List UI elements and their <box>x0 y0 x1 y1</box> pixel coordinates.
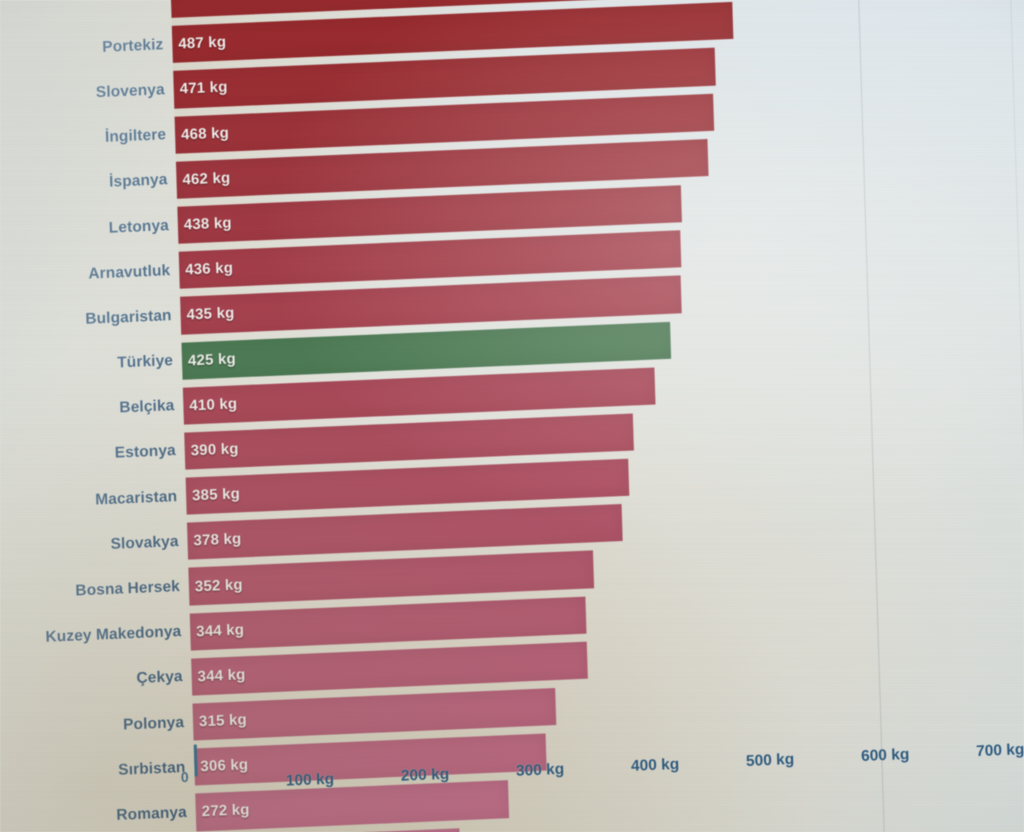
x-axis-tick-label: 700 kg <box>975 741 1024 761</box>
category-label: Çekya <box>136 668 183 688</box>
bar-value-label: 462 kg <box>182 169 231 189</box>
category-label: Portekiz <box>102 36 164 56</box>
bar-value-label: 410 kg <box>189 395 238 415</box>
x-axis-tick-label: 600 kg <box>860 745 910 766</box>
bar-value-label: 390 kg <box>190 440 239 460</box>
category-label: Slovenya <box>95 81 165 102</box>
bar-value-label: 344 kg <box>196 621 245 641</box>
bar-value-label: 471 kg <box>179 78 228 99</box>
bar-value-label: 378 kg <box>193 530 242 550</box>
x-axis-tick-label: 100 kg <box>285 770 335 790</box>
x-axis-tick-label: 200 kg <box>400 765 450 785</box>
category-label: Sırbistan <box>117 758 186 779</box>
category-label: Romanya <box>116 803 188 824</box>
category-label: Kuzey Makedonya <box>45 623 182 647</box>
bar-value-label: 315 kg <box>198 711 248 731</box>
x-axis-tick-label: 300 kg <box>515 760 565 780</box>
bar-value-label: 352 kg <box>194 575 244 595</box>
category-label <box>0 0 171 8</box>
bar-value-label: 435 kg <box>186 304 235 324</box>
category-label: İspanya <box>108 171 168 192</box>
bar-value-label: 438 kg <box>183 214 232 234</box>
category-label: Arnavutluk <box>88 261 171 283</box>
bar-value-label: 468 kg <box>180 124 230 144</box>
category-label: Letonya <box>108 216 170 237</box>
bar-value-label: 436 kg <box>184 259 234 279</box>
category-label: Slovakya <box>110 532 179 553</box>
bar-value-label: 344 kg <box>197 666 246 686</box>
x-axis-tick-label: 400 kg <box>630 755 680 775</box>
x-axis-tick-label: 500 kg <box>745 750 795 770</box>
category-label: Macaristan <box>94 487 178 509</box>
category-label: Bosna Hersek <box>75 578 181 600</box>
category-label: Estonya <box>114 442 177 463</box>
x-axis-tick-label: 0 <box>180 768 189 786</box>
bar-value-label: 487 kg <box>178 33 227 53</box>
category-label: Bulgaristan <box>85 307 172 328</box>
bar-value-label: 385 kg <box>191 485 241 505</box>
category-label: Polonya <box>122 713 185 734</box>
category-label: Türkiye <box>116 352 174 372</box>
bar-value-label: 425 kg <box>187 350 237 370</box>
category-label: Belçika <box>119 397 175 417</box>
category-label: İngiltere <box>104 126 167 146</box>
